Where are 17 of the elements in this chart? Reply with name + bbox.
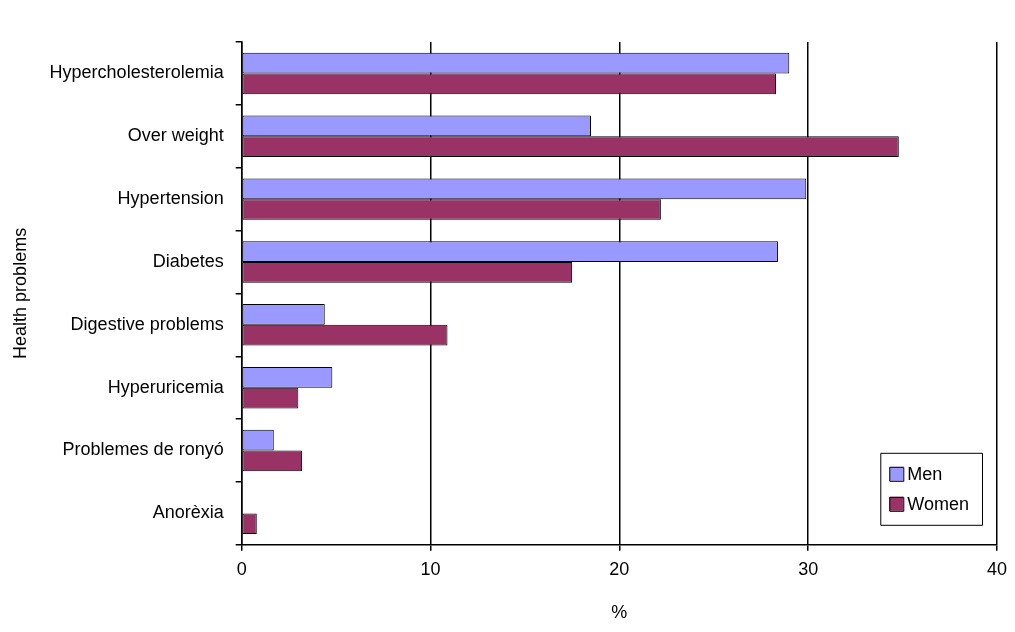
legend-label: Men (907, 463, 943, 484)
y-tick-label: Over weight (127, 125, 224, 146)
y-tick-label: Hypertension (117, 188, 224, 209)
y-tick-label: Digestive problems (70, 313, 224, 334)
y-tick-label: Anorèxia (152, 502, 225, 523)
x-tick-label: 0 (236, 558, 247, 579)
x-axis-title: % (611, 602, 628, 623)
x-tick-label: 30 (798, 558, 819, 579)
y-tick-label: Hyperuricemia (107, 376, 225, 397)
y-tick-label: Hypercholesterolemia (49, 62, 225, 83)
legend-label: Women (907, 493, 969, 514)
x-tick-label: 10 (420, 558, 441, 579)
y-tick-label: Problemes de ronyó (62, 439, 224, 460)
y-tick-label: Diabetes (152, 250, 224, 271)
y-axis-title: Health problems (9, 227, 30, 359)
x-tick-label: 40 (986, 558, 1007, 579)
x-tick-label: 20 (609, 558, 630, 579)
